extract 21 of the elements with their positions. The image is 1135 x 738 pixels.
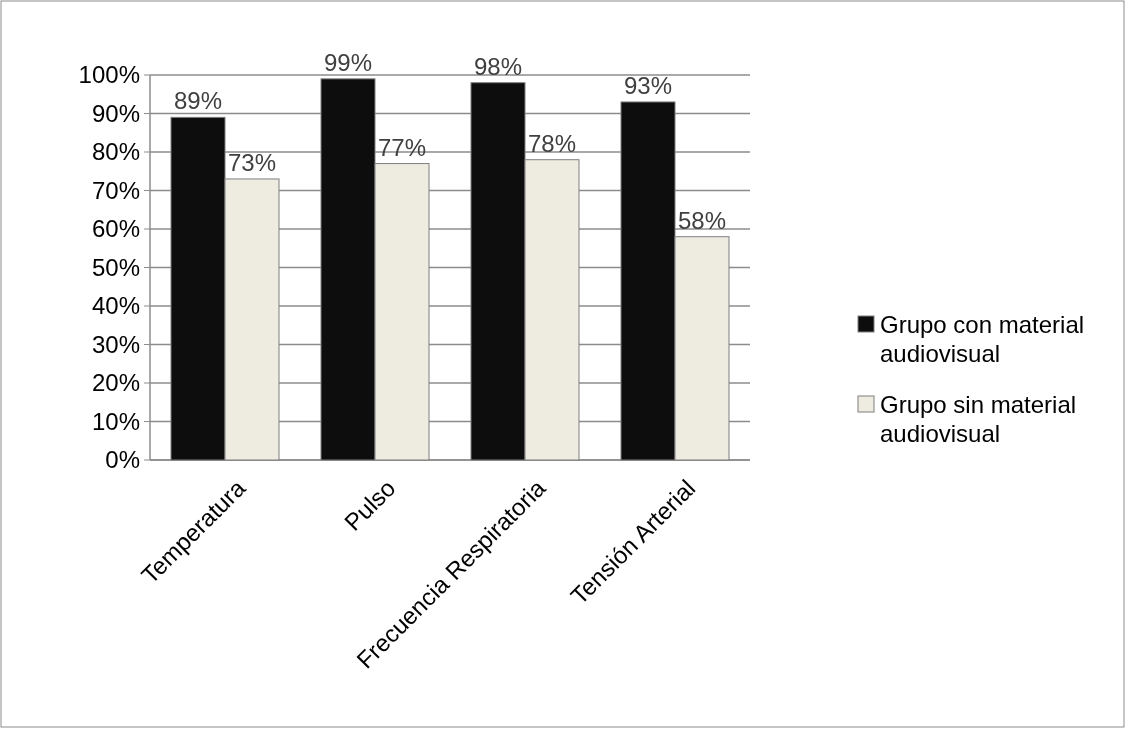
y-tick-label: 40% — [91, 292, 140, 320]
y-tick-label: 20% — [91, 369, 140, 397]
y-tick-label: 60% — [91, 215, 140, 243]
data-label: 73% — [227, 148, 277, 176]
data-label: 93% — [623, 71, 673, 99]
y-tick-label: 10% — [91, 407, 140, 435]
y-tick-label: 70% — [91, 176, 140, 204]
data-label: 78% — [527, 129, 577, 157]
y-tick-label: 90% — [91, 99, 140, 127]
data-label: 99% — [323, 48, 373, 76]
data-label: 89% — [173, 87, 223, 115]
data-label: 58% — [677, 206, 727, 234]
data-label: 77% — [377, 133, 427, 161]
y-tick-label: 100% — [78, 61, 140, 89]
legend-label: Grupo con material audiovisual — [880, 311, 1085, 368]
y-tick-label: 30% — [91, 330, 140, 358]
y-tick-label: 50% — [91, 253, 140, 281]
data-label: 98% — [473, 52, 523, 80]
y-tick-label: 80% — [91, 138, 140, 166]
y-tick-label: 0% — [105, 446, 140, 474]
legend-label: Grupo sin material audiovisual — [880, 391, 1077, 448]
